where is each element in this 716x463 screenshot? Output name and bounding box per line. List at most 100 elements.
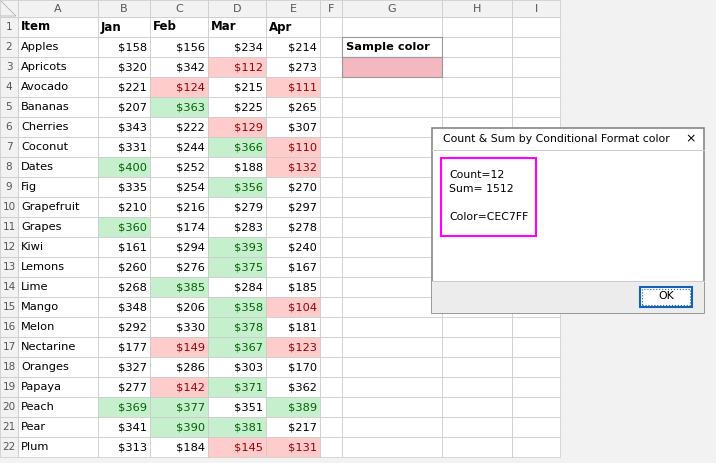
Text: OK: OK <box>658 291 674 301</box>
Bar <box>320 197 342 217</box>
Bar <box>18 357 98 377</box>
Bar <box>18 417 98 437</box>
Bar <box>512 37 560 57</box>
Bar <box>512 57 560 77</box>
Bar <box>442 137 512 157</box>
Text: $214: $214 <box>288 42 317 52</box>
Bar <box>208 97 266 117</box>
Bar <box>442 177 512 197</box>
Text: $225: $225 <box>234 102 263 112</box>
Bar <box>342 117 442 137</box>
Text: $221: $221 <box>118 82 147 92</box>
Bar <box>266 437 320 457</box>
Bar <box>18 77 98 97</box>
Text: $254: $254 <box>176 182 205 192</box>
Bar <box>512 137 560 157</box>
Bar <box>0 337 18 357</box>
Bar <box>208 0 266 17</box>
Bar <box>266 0 320 17</box>
Bar <box>18 177 98 197</box>
Bar <box>512 437 560 457</box>
Text: Peach: Peach <box>21 402 55 412</box>
Bar <box>320 397 342 417</box>
Bar <box>442 357 512 377</box>
Bar <box>342 437 442 457</box>
Bar <box>442 117 512 137</box>
Text: $273: $273 <box>288 62 317 72</box>
Bar <box>208 37 266 57</box>
Text: Apr: Apr <box>269 20 292 33</box>
Text: $292: $292 <box>118 322 147 332</box>
Text: Sum= 1512: Sum= 1512 <box>449 184 513 194</box>
Bar <box>266 57 320 77</box>
Text: $123: $123 <box>288 342 317 352</box>
Bar <box>0 317 18 337</box>
Bar <box>98 57 150 77</box>
Bar <box>150 217 208 237</box>
Bar <box>342 277 442 297</box>
Bar <box>442 77 512 97</box>
Bar <box>98 257 150 277</box>
Text: 15: 15 <box>2 302 16 312</box>
Bar <box>342 337 442 357</box>
Bar <box>150 117 208 137</box>
Bar <box>98 137 150 157</box>
Bar <box>208 137 266 157</box>
Bar <box>342 357 442 377</box>
Text: $327: $327 <box>118 362 147 372</box>
Bar <box>432 281 704 313</box>
Bar <box>512 257 560 277</box>
Bar <box>208 317 266 337</box>
Bar <box>150 77 208 97</box>
Bar <box>150 137 208 157</box>
Bar <box>18 57 98 77</box>
Bar <box>150 97 208 117</box>
Text: Oranges: Oranges <box>21 362 69 372</box>
Bar <box>432 128 704 313</box>
Bar <box>320 137 342 157</box>
Bar <box>0 257 18 277</box>
Text: Sample color: Sample color <box>346 42 430 52</box>
Text: $342: $342 <box>176 62 205 72</box>
Text: $331: $331 <box>118 142 147 152</box>
Bar <box>342 257 442 277</box>
Bar <box>208 237 266 257</box>
Bar <box>342 17 442 37</box>
Text: $343: $343 <box>118 122 147 132</box>
Text: 22: 22 <box>2 442 16 452</box>
Bar <box>98 417 150 437</box>
Bar <box>266 397 320 417</box>
Bar <box>266 197 320 217</box>
Bar <box>98 237 150 257</box>
Text: $158: $158 <box>118 42 147 52</box>
Bar <box>208 57 266 77</box>
Text: Cherries: Cherries <box>21 122 69 132</box>
Text: Fig: Fig <box>21 182 37 192</box>
Bar <box>266 257 320 277</box>
Text: $149: $149 <box>176 342 205 352</box>
Text: B: B <box>120 4 128 13</box>
Bar <box>150 257 208 277</box>
Bar <box>18 157 98 177</box>
Bar <box>266 117 320 137</box>
Bar <box>342 217 442 237</box>
Bar <box>442 377 512 397</box>
Bar <box>208 437 266 457</box>
Bar <box>18 37 98 57</box>
Text: $170: $170 <box>288 362 317 372</box>
Text: 17: 17 <box>2 342 16 352</box>
Text: $184: $184 <box>176 442 205 452</box>
Bar <box>98 117 150 137</box>
Bar <box>18 197 98 217</box>
Bar <box>150 237 208 257</box>
Text: 16: 16 <box>2 322 16 332</box>
Bar <box>442 57 512 77</box>
Bar <box>441 158 536 236</box>
Bar <box>0 277 18 297</box>
Bar <box>0 297 18 317</box>
Bar <box>342 37 442 57</box>
Text: $400: $400 <box>118 162 147 172</box>
Text: $188: $188 <box>234 162 263 172</box>
Text: $177: $177 <box>118 342 147 352</box>
Bar <box>0 397 18 417</box>
